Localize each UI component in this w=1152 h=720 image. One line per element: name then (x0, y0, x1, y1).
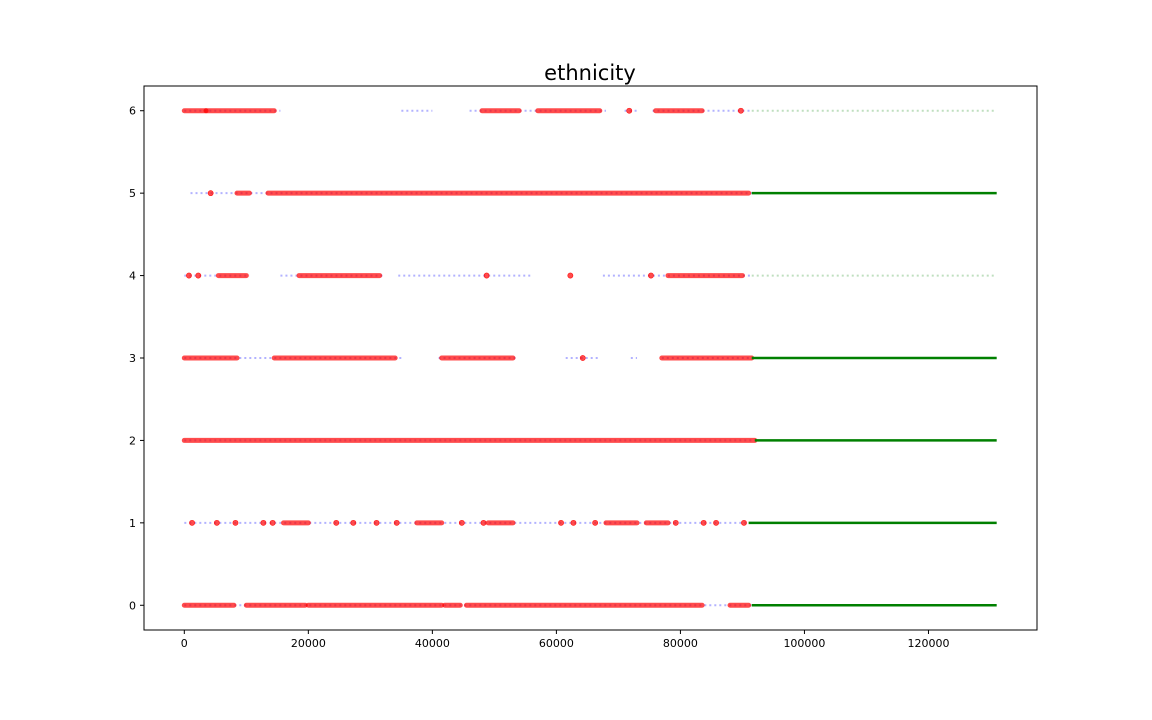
data-point (350, 519, 357, 526)
data-point (207, 190, 214, 197)
data-point (333, 519, 340, 526)
data-point (458, 519, 465, 526)
data-point (483, 272, 490, 279)
data-point (626, 107, 633, 114)
data-point (700, 519, 707, 526)
y-tick-label: 2 (129, 434, 136, 447)
x-tick-label: 40000 (415, 637, 450, 650)
data-point (741, 519, 747, 526)
data-point (558, 519, 564, 526)
x-axis: 0 20000 40000 60000 80000 100000 120000 (181, 630, 949, 650)
y-axis: 0 1 2 3 4 5 6 (129, 105, 144, 612)
series-2 (748, 109, 997, 607)
data-point (579, 355, 586, 361)
data-point (713, 519, 719, 526)
x-tick-label: 80000 (663, 637, 698, 650)
y-tick-label: 1 (129, 517, 136, 530)
plot-area (181, 107, 997, 608)
y-tick-label: 5 (129, 187, 136, 200)
data-point (570, 519, 577, 526)
x-tick-label: 60000 (539, 637, 574, 650)
y-tick-label: 6 (129, 105, 136, 118)
data-point (189, 519, 195, 526)
data-point (737, 107, 744, 114)
y-tick-label: 3 (129, 352, 136, 365)
data-point (648, 272, 654, 279)
x-tick-label: 120000 (907, 637, 949, 650)
data-point (393, 519, 400, 526)
x-tick-label: 20000 (291, 637, 326, 650)
y-tick-label: 0 (129, 599, 136, 612)
x-tick-label: 0 (181, 637, 188, 650)
series-1 (181, 107, 758, 608)
chart-title: ethnicity (544, 61, 636, 85)
data-point (373, 519, 380, 526)
data-point (567, 272, 574, 279)
data-point (260, 519, 267, 526)
data-point (269, 519, 276, 526)
data-point (232, 519, 239, 526)
x-tick-label: 100000 (783, 637, 825, 650)
y-tick-label: 4 (129, 270, 136, 283)
data-point (213, 519, 220, 526)
data-point (186, 272, 192, 279)
data-point (592, 519, 599, 526)
data-point (480, 519, 487, 526)
data-point (195, 272, 202, 279)
data-point (672, 519, 679, 526)
